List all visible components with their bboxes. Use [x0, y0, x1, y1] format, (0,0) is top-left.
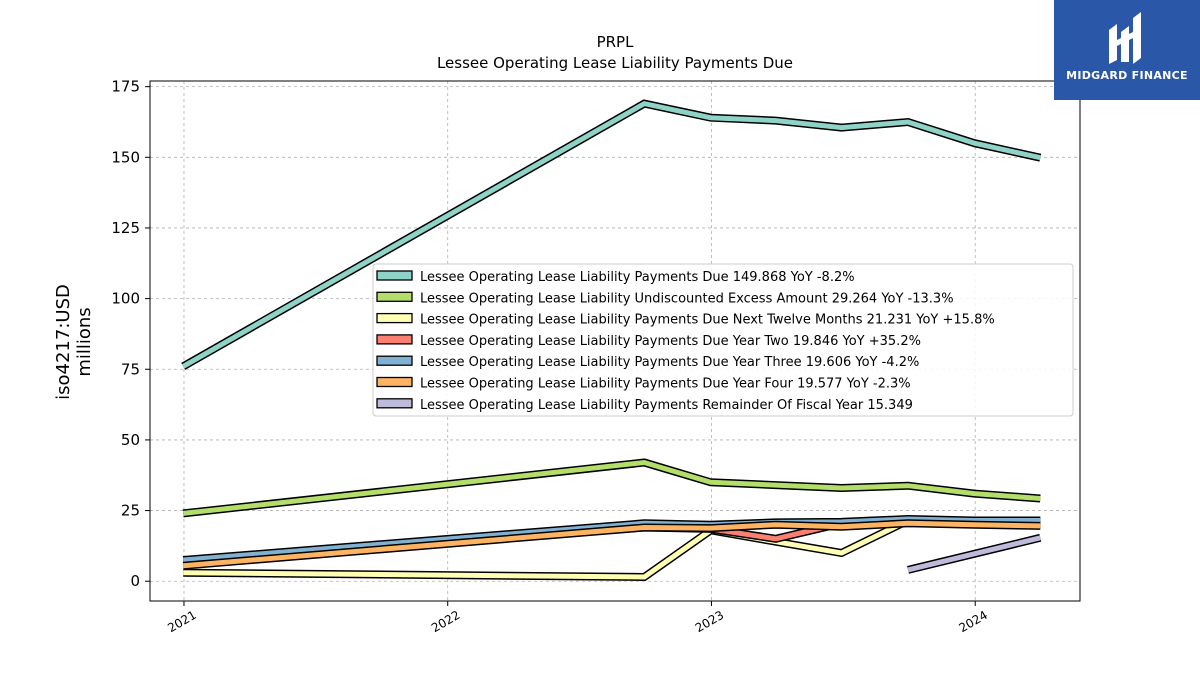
y-tick-label: 125	[111, 219, 140, 237]
brand-name: MIDGARD FINANCE	[1066, 69, 1188, 82]
legend-swatch	[376, 270, 413, 281]
axes: 0 25 50 75 100 125 150 175 2021 2022 2023 2024	[111, 78, 1081, 635]
chart-subtitle: Lessee Operating Lease Liability Payment…	[437, 54, 793, 72]
legend-swatch	[376, 355, 413, 366]
legend-entry: Lessee Operating Lease Liability Payment…	[420, 313, 995, 328]
legend-box	[372, 263, 1074, 417]
legend-entry: Lessee Operating Lease Liability Payment…	[420, 270, 855, 285]
y-axis-label-line2: millions	[74, 307, 95, 376]
plot-frame	[149, 80, 1081, 602]
x-tick-label: 2021	[165, 608, 198, 635]
legend-swatch	[376, 334, 413, 345]
y-tick-label: 25	[121, 502, 140, 520]
x-tick-label: 2023	[693, 608, 726, 635]
legend-swatch	[376, 312, 413, 324]
y-axis-label-line1: iso4217:USD	[53, 284, 74, 400]
y-tick-label: 0	[130, 572, 140, 590]
y-tick-label: 50	[121, 431, 140, 449]
legend-entry: Lessee Operating Lease Liability Payment…	[420, 334, 921, 349]
series-layer	[181, 99, 1042, 582]
brand-logo: MIDGARD FINANCE	[1054, 0, 1200, 100]
y-tick-label: 150	[111, 148, 140, 166]
series-line	[182, 520, 1041, 569]
legend-entry: Lessee Operating Lease Liability Payment…	[420, 377, 911, 392]
legend-entry: Lessee Operating Lease Liability Undisco…	[420, 291, 954, 306]
y-tick-label: 75	[121, 360, 140, 378]
chart-title: PRPL	[597, 33, 635, 51]
series-line	[182, 459, 1041, 516]
series-line	[181, 100, 1041, 369]
legend-entry: Lessee Operating Lease Liability Payment…	[420, 355, 919, 370]
x-tick-label: 2022	[429, 608, 462, 635]
legend-swatch	[376, 376, 413, 388]
y-tick-label: 100	[111, 290, 140, 308]
legend-entry: Lessee Operating Lease Liability Payment…	[420, 398, 913, 413]
x-tick-label: 2024	[956, 608, 989, 635]
legend-swatch	[376, 398, 413, 409]
legend: Lessee Operating Lease Liability Payment…	[372, 263, 1074, 417]
series-line	[907, 535, 1041, 573]
y-tick-label: 175	[111, 78, 140, 96]
legend-swatch	[376, 291, 413, 302]
brand-mark-icon	[1109, 12, 1141, 64]
